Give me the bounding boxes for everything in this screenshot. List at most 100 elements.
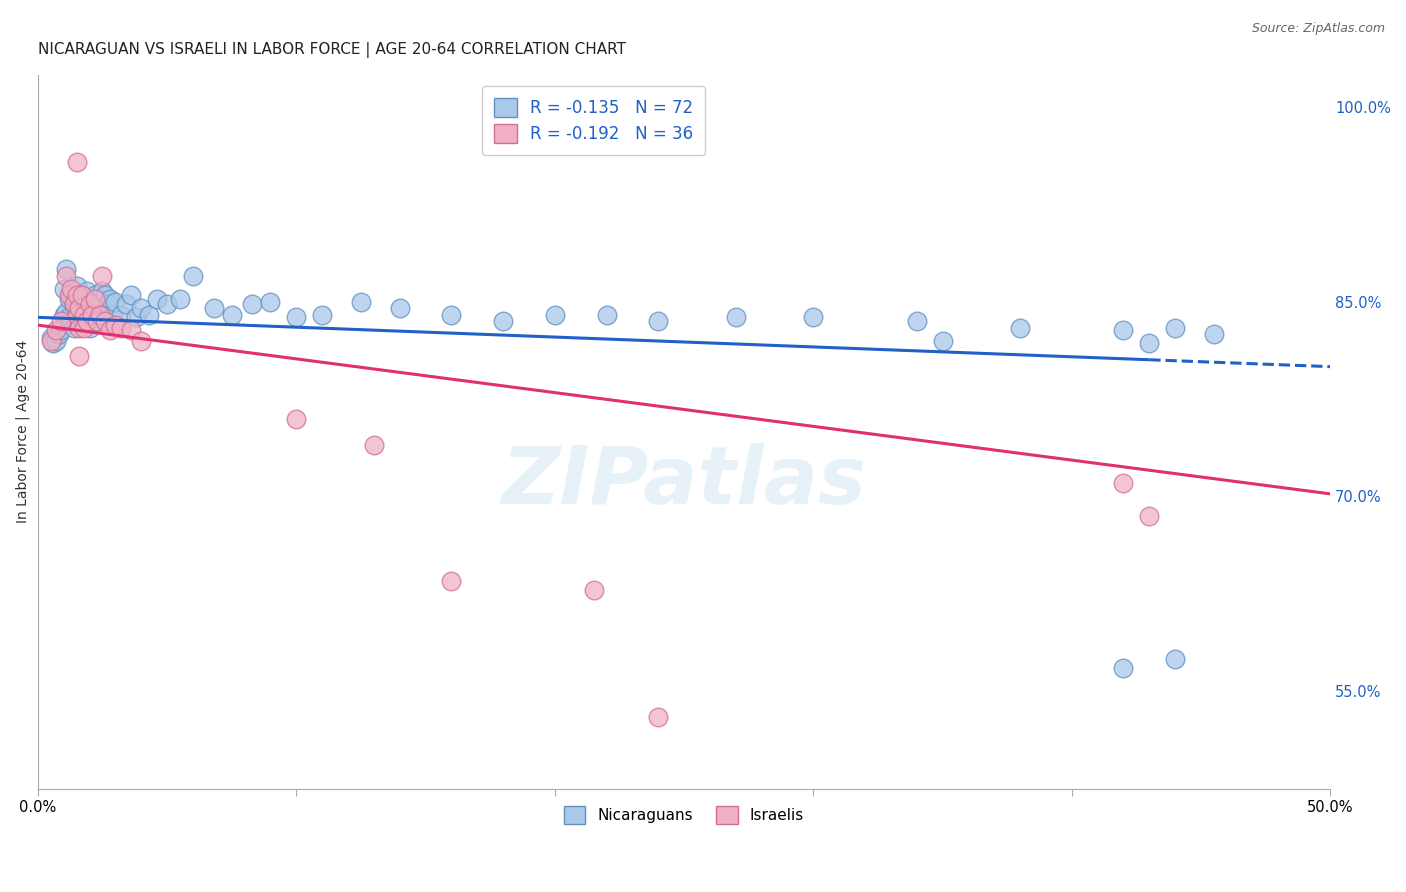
Point bbox=[79, 297, 101, 311]
Point bbox=[440, 574, 463, 588]
Point bbox=[52, 308, 75, 322]
Point bbox=[48, 327, 70, 342]
Point bbox=[49, 314, 72, 328]
Point bbox=[76, 314, 98, 328]
Point bbox=[67, 320, 90, 334]
Point bbox=[156, 297, 179, 311]
Point bbox=[169, 292, 191, 306]
Point bbox=[181, 268, 204, 283]
Point bbox=[73, 320, 96, 334]
Point bbox=[104, 294, 127, 309]
Point bbox=[350, 294, 373, 309]
Text: NICARAGUAN VS ISRAELI IN LABOR FORCE | AGE 20-64 CORRELATION CHART: NICARAGUAN VS ISRAELI IN LABOR FORCE | A… bbox=[38, 42, 626, 58]
Point bbox=[39, 331, 62, 345]
Point bbox=[67, 349, 90, 363]
Point bbox=[724, 310, 747, 325]
Point bbox=[89, 292, 111, 306]
Point bbox=[73, 308, 96, 322]
Point bbox=[63, 320, 86, 334]
Point bbox=[1112, 661, 1135, 675]
Point bbox=[145, 292, 167, 306]
Point bbox=[70, 288, 93, 302]
Point bbox=[49, 323, 72, 337]
Point bbox=[70, 308, 93, 322]
Point bbox=[86, 314, 108, 328]
Point bbox=[801, 310, 824, 325]
Point bbox=[79, 320, 101, 334]
Point bbox=[114, 297, 136, 311]
Point bbox=[647, 710, 669, 724]
Point bbox=[363, 437, 385, 451]
Point bbox=[221, 308, 243, 322]
Point bbox=[202, 301, 225, 316]
Point bbox=[65, 301, 87, 316]
Point bbox=[73, 294, 96, 309]
Legend: Nicaraguans, Israelis: Nicaraguans, Israelis bbox=[554, 796, 814, 834]
Point bbox=[311, 308, 333, 322]
Point bbox=[70, 294, 93, 309]
Point bbox=[91, 268, 114, 283]
Point bbox=[1112, 323, 1135, 337]
Point bbox=[388, 301, 411, 316]
Point bbox=[91, 285, 114, 299]
Point bbox=[1112, 476, 1135, 491]
Point bbox=[120, 288, 142, 302]
Point bbox=[42, 336, 65, 351]
Point bbox=[60, 314, 83, 328]
Point bbox=[63, 297, 86, 311]
Text: ZIPatlas: ZIPatlas bbox=[502, 442, 866, 521]
Point bbox=[94, 314, 117, 328]
Point bbox=[55, 268, 77, 283]
Point bbox=[129, 334, 152, 348]
Point bbox=[240, 297, 263, 311]
Point bbox=[905, 314, 928, 328]
Point bbox=[60, 288, 83, 302]
Point bbox=[65, 308, 87, 322]
Point bbox=[82, 305, 104, 319]
Point bbox=[73, 318, 96, 332]
Point bbox=[120, 323, 142, 337]
Point bbox=[931, 334, 953, 348]
Point bbox=[1137, 336, 1160, 351]
Point bbox=[83, 292, 105, 306]
Point bbox=[65, 288, 87, 302]
Point bbox=[1202, 327, 1225, 342]
Point bbox=[285, 411, 308, 425]
Point bbox=[1164, 320, 1187, 334]
Point bbox=[97, 297, 120, 311]
Point bbox=[595, 308, 617, 322]
Point bbox=[82, 294, 104, 309]
Point bbox=[138, 308, 160, 322]
Point bbox=[39, 334, 62, 348]
Point bbox=[45, 323, 67, 337]
Point bbox=[98, 323, 121, 337]
Point bbox=[76, 285, 98, 299]
Point bbox=[55, 262, 77, 277]
Point bbox=[101, 308, 124, 322]
Point bbox=[67, 301, 90, 316]
Point bbox=[647, 314, 669, 328]
Point bbox=[86, 297, 108, 311]
Point bbox=[492, 314, 515, 328]
Point bbox=[55, 305, 77, 319]
Point bbox=[582, 582, 605, 597]
Point bbox=[98, 292, 121, 306]
Point bbox=[129, 301, 152, 316]
Point bbox=[63, 297, 86, 311]
Point bbox=[94, 288, 117, 302]
Point bbox=[544, 308, 567, 322]
Point bbox=[58, 288, 80, 302]
Point bbox=[52, 282, 75, 296]
Point bbox=[110, 320, 132, 334]
Point bbox=[79, 308, 101, 322]
Point bbox=[65, 154, 87, 169]
Point bbox=[82, 308, 104, 322]
Point bbox=[89, 308, 111, 322]
Point bbox=[58, 292, 80, 306]
Point bbox=[110, 308, 132, 322]
Point bbox=[285, 310, 308, 325]
Point bbox=[440, 308, 463, 322]
Y-axis label: In Labor Force | Age 20-64: In Labor Force | Age 20-64 bbox=[15, 340, 30, 524]
Point bbox=[65, 279, 87, 293]
Point bbox=[67, 314, 90, 328]
